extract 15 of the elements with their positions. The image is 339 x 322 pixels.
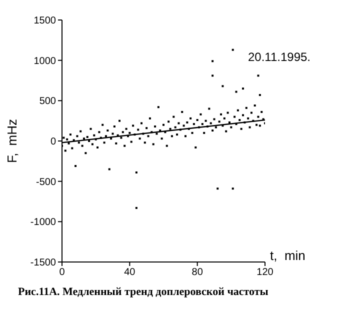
x-tick-label: 40 [124, 267, 136, 278]
y-tick-label: -500 [36, 176, 56, 188]
x-tick-label: 120 [256, 267, 274, 278]
y-tick-label: 500 [39, 96, 56, 108]
y-tick-label: 1500 [34, 16, 56, 27]
x-tick-label: 0 [59, 267, 66, 278]
y-tick-label: -1000 [30, 217, 56, 228]
text: Рис.11А. Медленный тренд доплеровской частоты [18, 286, 268, 298]
y-tick-label: -1500 [30, 258, 56, 269]
x-axis-title: t, min [270, 248, 306, 263]
x-tick-label: 80 [192, 267, 204, 278]
y-axis-title: F, mHz [4, 118, 20, 164]
y-tick-label: 0 [50, 136, 56, 148]
annotation: 20.11.1995. [248, 50, 311, 64]
y-tick-label: 1000 [34, 56, 56, 67]
